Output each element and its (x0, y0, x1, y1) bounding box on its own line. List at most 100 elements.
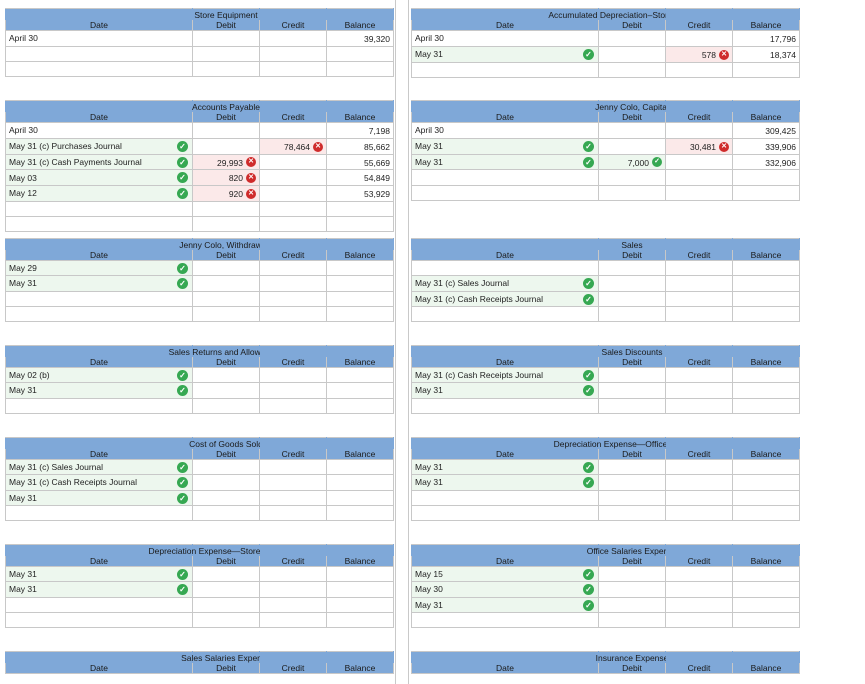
empty-cell[interactable] (326, 611, 394, 629)
empty-cell[interactable] (411, 305, 599, 323)
credit-amount-cell[interactable] (259, 259, 327, 277)
empty-cell[interactable] (326, 216, 394, 233)
debit-amount-cell[interactable] (598, 474, 666, 491)
debit-amount-cell[interactable] (598, 137, 666, 155)
debit-amount-cell[interactable] (192, 45, 260, 63)
empty-cell[interactable] (665, 61, 733, 78)
empty-cell[interactable] (411, 169, 599, 186)
date-entry-cell[interactable]: April 30 (5, 122, 193, 139)
debit-amount-cell[interactable] (192, 458, 260, 476)
empty-cell[interactable] (259, 504, 327, 522)
empty-cell[interactable] (259, 290, 327, 307)
credit-amount-cell[interactable] (259, 30, 327, 47)
debit-amount-cell[interactable] (598, 458, 666, 476)
credit-amount-cell[interactable] (665, 458, 733, 476)
credit-amount-cell[interactable] (665, 259, 733, 277)
debit-amount-cell[interactable] (598, 290, 666, 307)
empty-cell[interactable] (411, 611, 599, 629)
date-entry-cell[interactable] (5, 200, 193, 218)
debit-amount-cell[interactable] (192, 122, 260, 139)
empty-cell[interactable] (732, 489, 800, 506)
date-entry-cell[interactable]: May 31 ✓ (411, 45, 599, 63)
empty-cell[interactable] (411, 61, 599, 78)
debit-amount-cell[interactable] (598, 366, 666, 384)
credit-amount-cell[interactable] (259, 45, 327, 63)
credit-amount-cell[interactable] (665, 474, 733, 491)
date-entry-cell[interactable] (411, 259, 599, 277)
empty-cell[interactable] (598, 305, 666, 323)
debit-amount-cell[interactable] (598, 565, 666, 583)
credit-amount-cell[interactable] (259, 458, 327, 476)
empty-cell[interactable] (732, 169, 800, 186)
debit-amount-cell[interactable] (598, 30, 666, 47)
empty-cell[interactable] (665, 305, 733, 323)
date-entry-cell[interactable]: May 30 ✓ (411, 581, 599, 598)
credit-amount-cell[interactable] (665, 122, 733, 139)
empty-cell[interactable] (5, 305, 193, 323)
credit-amount-cell[interactable] (259, 200, 327, 218)
credit-amount-cell[interactable] (665, 565, 733, 583)
date-entry-cell[interactable]: April 30 (411, 122, 599, 139)
empty-cell[interactable] (5, 611, 193, 629)
empty-cell[interactable] (5, 596, 193, 613)
empty-cell[interactable] (732, 611, 800, 629)
date-entry-cell[interactable]: April 30 (411, 30, 599, 47)
debit-amount-cell[interactable] (192, 565, 260, 583)
empty-cell[interactable] (5, 216, 193, 233)
debit-amount-cell[interactable] (598, 382, 666, 399)
date-entry-cell[interactable]: May 31 (c) Cash Receipts Journal ✓ (5, 474, 193, 491)
debit-amount-cell[interactable] (598, 275, 666, 292)
credit-amount-cell[interactable] (259, 153, 327, 171)
empty-cell[interactable] (411, 184, 599, 201)
empty-cell[interactable] (192, 305, 260, 323)
empty-cell[interactable] (598, 184, 666, 201)
empty-cell[interactable] (326, 305, 394, 323)
date-entry-cell[interactable]: May 31 ✓ (411, 153, 599, 171)
credit-amount-cell[interactable] (665, 581, 733, 598)
debit-amount-cell[interactable] (192, 366, 260, 384)
credit-amount-cell[interactable] (665, 382, 733, 399)
date-entry-cell[interactable]: May 31 ✓ (5, 581, 193, 598)
credit-amount-cell[interactable] (665, 275, 733, 292)
empty-cell[interactable] (665, 397, 733, 414)
empty-cell[interactable] (732, 397, 800, 414)
credit-amount-cell[interactable] (665, 153, 733, 171)
credit-amount-cell[interactable] (259, 275, 327, 292)
date-entry-cell[interactable]: May 31 ✓ (5, 565, 193, 583)
empty-cell[interactable] (192, 504, 260, 522)
credit-amount-cell[interactable] (259, 366, 327, 384)
date-entry-cell[interactable]: May 31 (c) Cash Receipts Journal ✓ (411, 290, 599, 307)
empty-cell[interactable] (598, 397, 666, 414)
empty-cell[interactable] (326, 504, 394, 522)
empty-cell[interactable] (598, 61, 666, 78)
credit-amount-cell[interactable]: 30,481 ✕ (665, 137, 733, 155)
debit-amount-cell[interactable]: 920 ✕ (192, 185, 260, 202)
empty-cell[interactable] (411, 489, 599, 506)
debit-amount-cell[interactable] (192, 581, 260, 598)
date-entry-cell[interactable]: May 31 (c) Cash Payments Journal ✓ (5, 153, 193, 171)
debit-amount-cell[interactable] (192, 200, 260, 218)
empty-cell[interactable] (5, 290, 193, 307)
empty-cell[interactable] (192, 611, 260, 629)
date-entry-cell[interactable]: May 29 ✓ (5, 259, 193, 277)
debit-amount-cell[interactable] (598, 45, 666, 63)
empty-cell[interactable] (192, 596, 260, 613)
empty-cell[interactable] (732, 504, 800, 522)
empty-cell[interactable] (411, 504, 599, 522)
credit-amount-cell[interactable] (259, 565, 327, 583)
empty-cell[interactable] (259, 216, 327, 233)
date-entry-cell[interactable]: May 31 ✓ (411, 596, 599, 613)
empty-cell[interactable] (326, 397, 394, 414)
debit-amount-cell[interactable] (192, 474, 260, 491)
date-entry-cell[interactable]: May 31 ✓ (411, 474, 599, 491)
credit-amount-cell[interactable] (665, 290, 733, 307)
credit-amount-cell[interactable] (259, 382, 327, 399)
debit-amount-cell[interactable] (598, 596, 666, 613)
date-entry-cell[interactable]: May 31 ✓ (5, 382, 193, 399)
empty-cell[interactable] (259, 596, 327, 613)
empty-cell[interactable] (192, 61, 260, 78)
empty-cell[interactable] (326, 596, 394, 613)
date-entry-cell[interactable]: May 31 (c) Sales Journal ✓ (411, 275, 599, 292)
empty-cell[interactable] (192, 397, 260, 414)
credit-amount-cell[interactable] (259, 581, 327, 598)
